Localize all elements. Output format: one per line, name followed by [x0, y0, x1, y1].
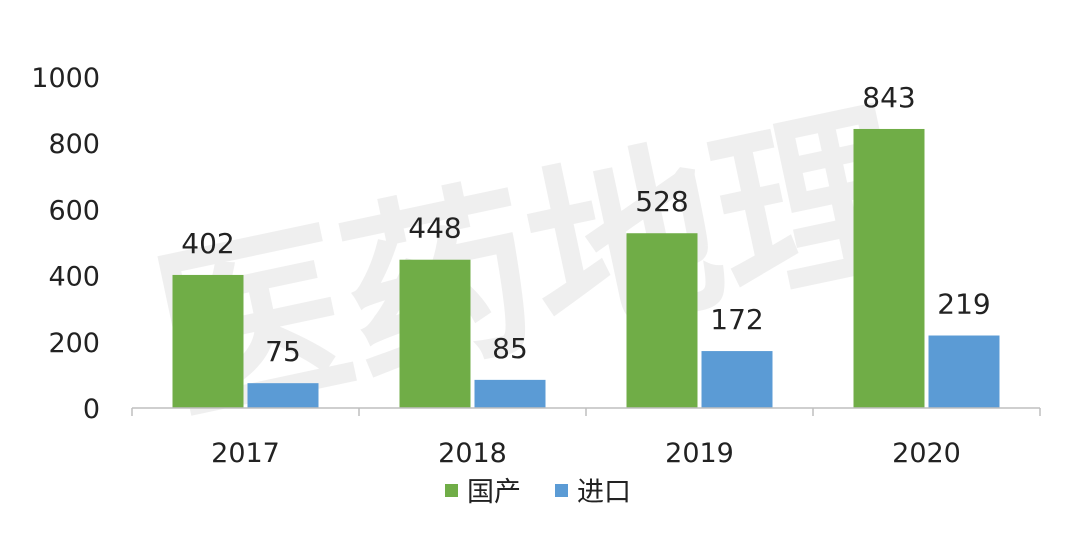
bar-imported: [928, 335, 1000, 408]
x-tick-label: 2019: [665, 438, 734, 469]
legend-swatch: [445, 484, 458, 497]
bar-domestic: [626, 233, 698, 408]
y-tick-label: 600: [48, 195, 100, 226]
y-tick-label: 400: [48, 262, 100, 293]
bar-imported: [474, 379, 546, 408]
y-tick-label: 200: [48, 328, 100, 359]
data-label: 85: [492, 332, 528, 365]
data-label: 402: [181, 227, 234, 260]
x-tick-label: 2020: [892, 438, 961, 469]
data-label: 528: [635, 185, 688, 218]
legend-swatch: [555, 484, 568, 497]
data-label: 843: [862, 81, 915, 114]
data-label: 172: [710, 303, 763, 336]
x-tick-label: 2018: [438, 438, 507, 469]
data-label: 448: [408, 212, 461, 245]
legend-label: 进口: [577, 477, 631, 508]
data-label: 75: [265, 335, 301, 368]
bar-domestic: [399, 259, 471, 408]
bar-imported: [701, 351, 773, 408]
bar-imported: [247, 383, 319, 408]
bar-domestic: [853, 128, 925, 409]
bar-domestic: [172, 274, 244, 408]
y-tick-label: 1000: [31, 63, 100, 94]
x-tick-label: 2017: [211, 438, 280, 469]
y-tick-label: 0: [83, 394, 100, 425]
legend-label: 国产: [467, 477, 521, 508]
y-tick-label: 800: [48, 129, 100, 160]
data-label: 219: [937, 288, 990, 321]
